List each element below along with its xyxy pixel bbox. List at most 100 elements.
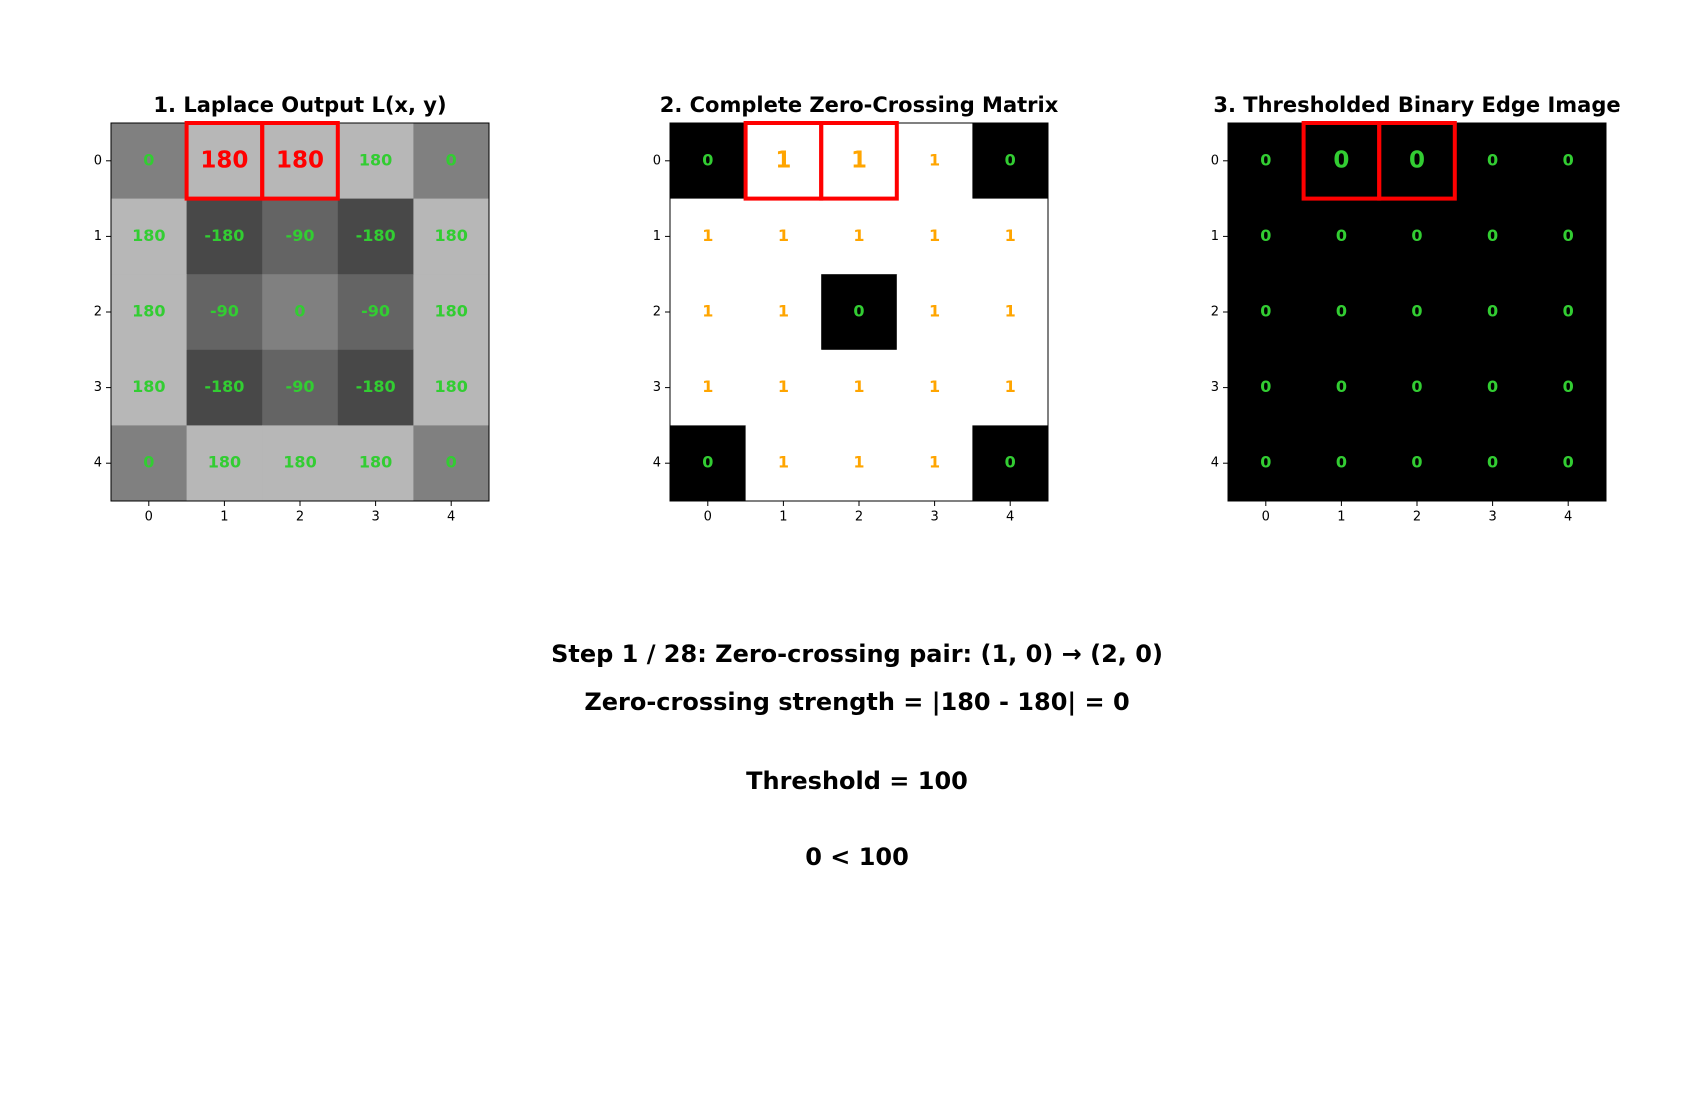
cell	[337, 198, 414, 275]
cell-label: 0	[1411, 377, 1422, 396]
cell-label: 0	[702, 150, 713, 169]
cell-label: 0	[1563, 453, 1574, 472]
cell-label: 1	[853, 226, 864, 245]
cell-label: 1	[775, 147, 791, 173]
cell	[337, 123, 414, 200]
cell-label: 0	[1563, 302, 1574, 321]
x-tick-label: 3	[930, 510, 938, 525]
cell	[972, 123, 1049, 200]
y-tick-label: 0	[94, 153, 102, 168]
cell	[1303, 123, 1380, 200]
cell-label: 0	[1005, 453, 1016, 472]
cell-label: 0	[1260, 377, 1271, 396]
cell-label: 1	[702, 226, 713, 245]
cell	[111, 123, 188, 200]
cell	[745, 123, 822, 200]
cell-label: 1	[851, 147, 867, 173]
cell-label: 0	[1487, 150, 1498, 169]
cell-label: 180	[434, 377, 467, 396]
cell	[1303, 425, 1380, 502]
cell	[186, 198, 263, 275]
cell-label: 1	[778, 226, 789, 245]
cell-label: 0	[1005, 150, 1016, 169]
cell-label: 0	[1563, 226, 1574, 245]
cell	[262, 425, 339, 502]
cell-label: 0	[1409, 147, 1425, 173]
cell-label: 1	[929, 150, 940, 169]
y-tick-label: 2	[1211, 305, 1219, 320]
cell-label: 180	[132, 377, 165, 396]
cell	[1379, 198, 1456, 275]
highlight-box	[260, 121, 340, 201]
cell	[186, 425, 263, 502]
x-tick-label: 3	[1488, 510, 1496, 525]
cell	[262, 274, 339, 351]
cell	[1530, 425, 1607, 502]
y-tick-label: 2	[653, 305, 661, 320]
annotation: Threshold = 100	[746, 767, 968, 795]
cell	[413, 123, 490, 200]
annotation: Zero-crossing strength = |180 - 180| = 0	[584, 688, 1129, 716]
cell-label: -180	[204, 226, 244, 245]
cell-label: 1	[929, 377, 940, 396]
cell	[972, 198, 1049, 275]
cell	[1454, 349, 1531, 426]
cell-label: -90	[286, 377, 315, 396]
x-tick-label: 4	[1564, 510, 1572, 525]
cell	[1303, 274, 1380, 351]
cell	[111, 198, 188, 275]
cell-label: 0	[1260, 226, 1271, 245]
panel-title: 1. Laplace Output L(x, y)	[153, 93, 446, 117]
cell	[670, 425, 747, 502]
y-tick-label: 4	[94, 456, 102, 471]
cell	[896, 349, 973, 426]
cell	[972, 349, 1049, 426]
x-tick-label: 4	[447, 510, 455, 525]
cell-label: 0	[1260, 453, 1271, 472]
x-tick-label: 2	[1413, 510, 1421, 525]
annotation: Step 1 / 28: Zero-crossing pair: (1, 0) …	[551, 640, 1163, 668]
cell	[186, 274, 263, 351]
y-tick-label: 0	[653, 153, 661, 168]
panel-title: 3. Thresholded Binary Edge Image	[1213, 93, 1620, 117]
cell-label: 180	[132, 302, 165, 321]
cell-label: -90	[210, 302, 239, 321]
cell	[821, 349, 898, 426]
cell-label: 0	[1336, 453, 1347, 472]
cell-label: 0	[1563, 150, 1574, 169]
cell	[262, 198, 339, 275]
cell	[972, 425, 1049, 502]
cell	[262, 349, 339, 426]
cell-label: 1	[1005, 226, 1016, 245]
cell	[670, 349, 747, 426]
cell-label: 180	[276, 147, 324, 173]
cell-label: 0	[1487, 377, 1498, 396]
cell-label: -90	[361, 302, 390, 321]
cell	[413, 349, 490, 426]
cell	[1454, 123, 1531, 200]
cell	[1228, 123, 1305, 200]
cell-label: 0	[446, 453, 457, 472]
cell-label: 1	[702, 302, 713, 321]
x-tick-label: 1	[220, 510, 228, 525]
cell	[413, 425, 490, 502]
cell-label: 1	[778, 302, 789, 321]
x-tick-label: 0	[145, 510, 153, 525]
cell-label: 1	[929, 453, 940, 472]
cell-label: 1	[929, 302, 940, 321]
y-tick-label: 3	[653, 380, 661, 395]
x-tick-label: 3	[371, 510, 379, 525]
cell-label: 0	[1260, 302, 1271, 321]
panel-title: 2. Complete Zero-Crossing Matrix	[660, 93, 1059, 117]
cell-label: 0	[143, 150, 154, 169]
cell-label: 180	[208, 453, 241, 472]
cell-label: 0	[1563, 377, 1574, 396]
cell-label: 0	[294, 302, 305, 321]
cell-label: 180	[434, 226, 467, 245]
x-tick-label: 0	[1262, 510, 1270, 525]
cell	[1530, 123, 1607, 200]
cell-label: 180	[283, 453, 316, 472]
cell-label: -180	[356, 377, 396, 396]
x-tick-label: 2	[296, 510, 304, 525]
